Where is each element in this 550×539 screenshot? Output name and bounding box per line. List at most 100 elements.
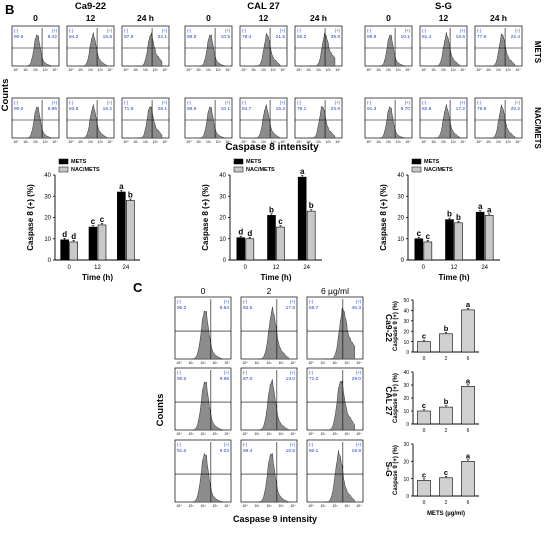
y-axis-label: Caspase 9 (+) (%)	[393, 445, 399, 495]
gate-pos-symbol: (+)	[515, 28, 521, 33]
histogram-plot: (-) (+) 60.2 39.8 10⁰ 10¹ 10² 10³ 10⁴	[294, 25, 343, 72]
histogram-x-tick-label: 10⁴	[335, 68, 341, 72]
y-tick-label: 0	[406, 422, 409, 428]
gate-pos-symbol: (+)	[460, 100, 466, 105]
histogram-x-tick-label: 10²	[206, 68, 212, 72]
bar	[439, 406, 453, 425]
bar	[97, 224, 107, 261]
histogram-x-tick-label: 10⁰	[308, 432, 314, 436]
histogram-x-tick-label: 10¹	[189, 504, 195, 508]
histogram-plot: (-) (+) 80.1 19.9 10⁰ 10¹ 10² 10³ 10⁴	[306, 439, 364, 508]
panel-label-b: B	[5, 2, 14, 17]
histogram-x-tick-label: 10⁴	[107, 68, 113, 72]
dose-header: 2	[267, 286, 272, 296]
gate-pos-percent: 17.2	[456, 106, 466, 112]
histogram-x-tick-label: 10¹	[486, 140, 492, 144]
gate-pos-symbol: (+)	[224, 299, 230, 304]
legend-swatch	[411, 166, 422, 173]
gate-pos-percent: 10.6	[286, 448, 296, 454]
histogram-x-tick-label: 10⁰	[366, 140, 372, 144]
histogram-x-tick-label: 10²	[33, 140, 39, 144]
y-tick-label: 20	[403, 396, 409, 402]
time-header: 24 h	[490, 13, 507, 23]
gate-pos-symbol: (+)	[335, 28, 341, 33]
histogram-x-tick-label: 10³	[216, 140, 222, 144]
gate-pos-symbol: (+)	[356, 299, 362, 304]
histogram-x-tick-label: 10⁰	[308, 504, 314, 508]
gate-neg-percent: 89.4	[243, 448, 253, 454]
gate-pos-symbol: (+)	[52, 28, 58, 33]
significance-letter: c	[444, 468, 448, 477]
bar	[475, 211, 485, 261]
cell-line-row-label: Ca9-22	[384, 314, 394, 342]
gate-pos-symbol: (+)	[107, 100, 113, 105]
gate-neg-percent: 77.6	[477, 34, 487, 40]
histogram-x-tick-label: 10¹	[23, 140, 29, 144]
bar	[69, 241, 78, 261]
gate-pos-symbol: (+)	[515, 100, 521, 105]
gate-neg-percent: 76.1	[297, 106, 307, 112]
y-axis-label: Caspase 8 (+) (%)	[379, 184, 388, 251]
histogram-peak	[254, 104, 281, 139]
gate-pos-percent: 9.03	[220, 448, 230, 454]
gate-pos-percent: 13.0	[286, 376, 296, 382]
gate-pos-symbol: (+)	[290, 299, 296, 304]
histogram-x-tick-label: 10⁴	[280, 68, 286, 72]
gate-pos-symbol: (+)	[356, 370, 362, 375]
y-axis-label: Caspase 8 (+) (%)	[26, 184, 35, 251]
cell-line-row-label: CAL 27	[384, 386, 394, 415]
histogram-x-tick-label: 10⁴	[52, 68, 58, 72]
histogram-x-tick-label: 10²	[333, 432, 339, 436]
gate-pos-percent: 10.1	[401, 34, 411, 40]
histogram-x-tick-label: 10⁴	[356, 432, 362, 436]
histogram-x-tick-label: 10³	[153, 140, 159, 144]
y-tick-label: 20	[403, 329, 409, 335]
histogram-x-tick-label: 10¹	[431, 68, 437, 72]
significance-letter: c	[422, 332, 426, 341]
histogram-plot: (-) (+) 89.4 10.6 10⁰ 10¹ 10² 10³ 10⁴	[240, 439, 298, 508]
y-tick-label: 30	[403, 319, 409, 325]
y-tick-label: 40	[403, 370, 409, 376]
gate-neg-percent: 82.5	[243, 305, 253, 311]
histogram-x-tick-label: 10²	[386, 68, 392, 72]
y-tick-label: 40	[44, 173, 51, 179]
y-tick-label: 10	[219, 237, 226, 243]
histogram-peak	[434, 104, 461, 139]
y-tick-label: 40	[397, 173, 404, 179]
y-tick-label: 0	[48, 258, 52, 264]
histogram-x-tick-label: 10³	[279, 432, 285, 436]
histogram-x-tick-label: 10⁰	[242, 361, 248, 365]
histogram-peak	[379, 105, 406, 139]
gate-pos-percent: 16.2	[103, 106, 113, 112]
histogram-plot: (-) (+) 89.9 10.1 10⁰ 10¹ 10² 10³ 10⁴	[184, 97, 233, 144]
cell-line-row-label: S-G	[384, 461, 394, 477]
histogram-peak	[136, 106, 163, 139]
bar-chart: 0 10 20 30 40 50 c b a 0 2 6 Caspase 9 (+) (%)	[393, 298, 479, 362]
y-tick-label: 0	[406, 350, 409, 356]
gate-pos-symbol: (+)	[290, 442, 296, 447]
gate-pos-percent: 22.4	[511, 34, 521, 40]
histogram-x-tick-label: 10⁰	[176, 361, 182, 365]
significance-letter: a	[119, 182, 124, 191]
legend-label: METS	[424, 159, 440, 165]
significance-letter: b	[444, 324, 449, 333]
gate-pos-percent: 23.9	[331, 106, 341, 112]
histogram-x-tick-label: 10⁴	[224, 504, 230, 508]
histogram-x-tick-label: 10³	[506, 68, 512, 72]
gate-neg-percent: 89.9	[367, 34, 377, 40]
histogram-x-tick-label: 10²	[267, 361, 273, 365]
histogram-peak	[257, 453, 289, 503]
y-tick-label: 0	[401, 258, 405, 264]
legend-swatch	[233, 158, 244, 165]
gate-pos-percent: 15.8	[103, 34, 113, 40]
histogram-x-tick-label: 10²	[496, 140, 502, 144]
caspase9-axis-title: Caspase 9 intensity	[233, 514, 317, 524]
histogram-plot: (-) (+) 59.7 40.3 10⁰ 10¹ 10² 10³ 10⁴	[306, 296, 364, 365]
x-axis-label: METS (µg/ml)	[427, 511, 465, 517]
gate-neg-percent: 87.0	[243, 376, 253, 382]
histogram-peak	[489, 104, 516, 139]
gate-neg-percent: 82.8	[422, 106, 432, 112]
histogram-x-tick-label: 10¹	[306, 140, 312, 144]
gate-pos-percent: 8.70	[401, 106, 411, 112]
